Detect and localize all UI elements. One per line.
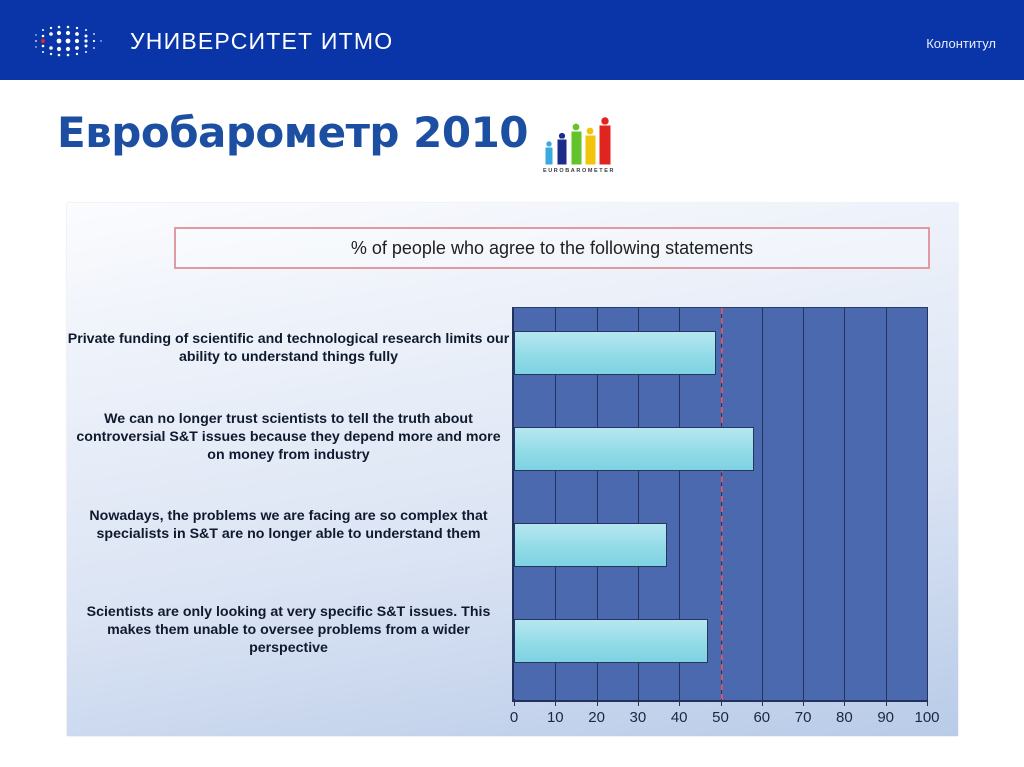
x-tick xyxy=(927,699,928,706)
x-tick xyxy=(720,699,722,706)
plot-area xyxy=(512,307,928,702)
gridline xyxy=(844,308,846,700)
x-tick xyxy=(803,699,805,706)
x-tick-label: 60 xyxy=(753,709,771,726)
x-tick-label: 100 xyxy=(914,709,940,726)
slide-body: Евробарометр 2010 xyxy=(0,80,1024,767)
category-label: Private funding of scientific and techno… xyxy=(67,331,510,366)
gridline xyxy=(927,308,928,700)
page-title: Евробарометр 2010 xyxy=(57,108,529,157)
x-tick-label: 20 xyxy=(588,709,605,726)
x-tick-label: 80 xyxy=(836,709,853,726)
category-label: Scientists are only looking at very spec… xyxy=(86,604,491,657)
title-row: Евробарометр 2010 xyxy=(57,108,618,175)
top-brand-bar: УНИВЕРСИТЕТ ИТМО Колонтитул xyxy=(0,0,1024,80)
footer-note: Колонтитул xyxy=(926,36,996,51)
chart-title-box: % of people who agree to the following s… xyxy=(174,227,930,269)
gridline xyxy=(555,308,557,700)
bar xyxy=(514,523,667,567)
x-tick-label: 50 xyxy=(712,709,729,726)
x-tick-label: 30 xyxy=(629,709,647,726)
gridline xyxy=(803,308,805,700)
category-labels: Private funding of scientific and techno… xyxy=(67,307,510,699)
x-tick xyxy=(555,699,557,706)
bar xyxy=(514,619,709,663)
bar xyxy=(514,331,717,375)
x-tick xyxy=(761,699,763,706)
x-tick-label: 70 xyxy=(794,709,812,726)
x-tick-label: 90 xyxy=(877,709,895,726)
gridline xyxy=(679,308,681,700)
category-label: Nowadays, the problems we are facing are… xyxy=(89,508,488,543)
itmo-dot-matrix-logo-icon xyxy=(30,22,116,60)
x-tick xyxy=(514,699,515,706)
x-tick-label: 10 xyxy=(546,709,564,726)
category-label: We can no longer trust scientists to tel… xyxy=(76,411,501,464)
x-tick-label: 40 xyxy=(670,709,688,726)
chart-title: % of people who agree to the following s… xyxy=(350,237,754,258)
x-tick xyxy=(596,699,598,706)
x-tick xyxy=(637,699,639,706)
eurobarometer-caption: EUROBAROMETER xyxy=(542,168,616,174)
x-axis: 0 10 20 30 40 50 60 70 80 90 100 xyxy=(509,699,940,739)
eurobarometer-logo-icon: EUROBAROMETER xyxy=(540,115,618,174)
gridline xyxy=(596,308,598,700)
gridline xyxy=(637,308,639,700)
brand-name: УНИВЕРСИТЕТ ИТМО xyxy=(130,27,394,54)
x-tick-label: 0 xyxy=(509,709,519,726)
x-tick xyxy=(844,699,846,706)
gridline xyxy=(885,308,887,700)
chart-panel: % of people who agree to the following s… xyxy=(67,203,958,736)
reference-line xyxy=(720,308,723,700)
x-tick xyxy=(885,699,887,706)
x-tick xyxy=(679,699,681,706)
brand-block: УНИВЕРСИТЕТ ИТМО xyxy=(30,22,393,60)
gridline xyxy=(761,308,763,700)
bar xyxy=(514,427,754,471)
plot-wrapper: Private funding of scientific and techno… xyxy=(67,307,958,737)
